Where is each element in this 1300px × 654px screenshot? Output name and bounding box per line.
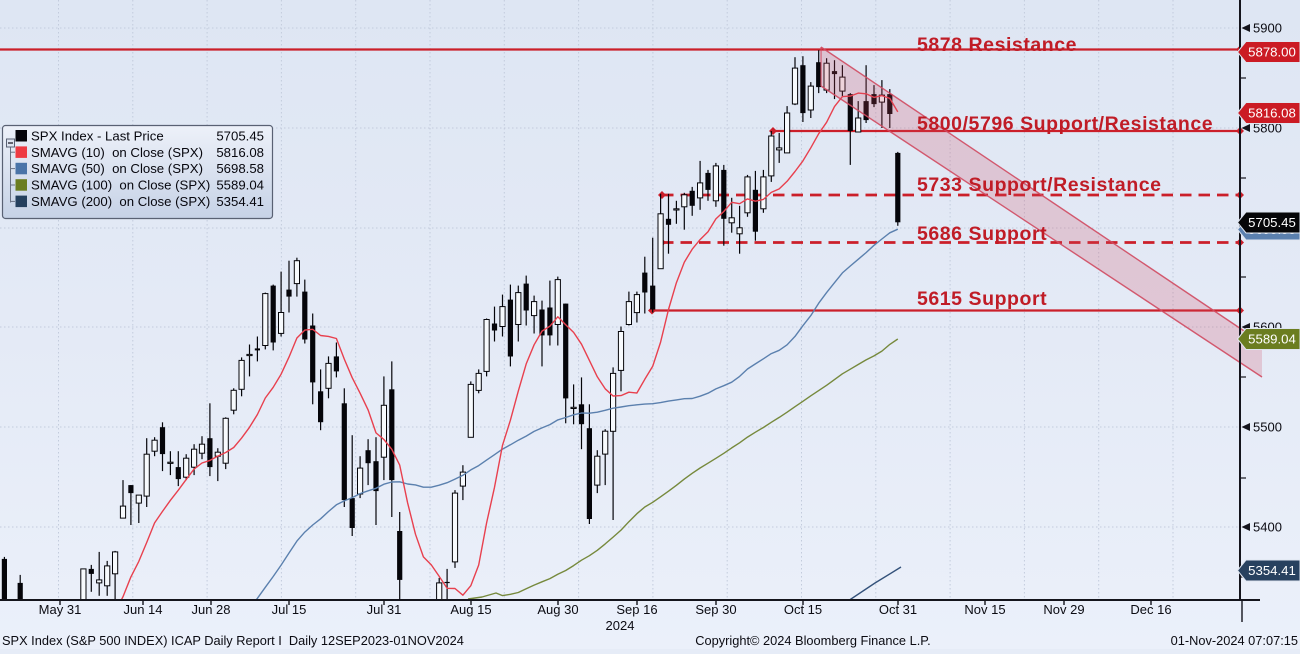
svg-text:SMAVG (50) on Close (SPX): SMAVG (50) on Close (SPX) [31,161,203,176]
svg-text:SMAVG (10) on Close (SPX): SMAVG (10) on Close (SPX) [31,145,203,160]
svg-text:5800/5796 Support/Resistance: 5800/5796 Support/Resistance [917,113,1213,135]
svg-text:5698.58: 5698.58 [216,161,264,176]
svg-text:Oct 31: Oct 31 [879,602,917,617]
svg-text:5705.45: 5705.45 [1248,215,1296,230]
svg-text:5816.08: 5816.08 [216,145,264,160]
svg-text:5615 Support: 5615 Support [917,288,1047,310]
svg-text:5878 Resistance: 5878 Resistance [917,34,1077,56]
svg-text:5733 Support/Resistance: 5733 Support/Resistance [917,174,1162,196]
svg-text:SPX Index - Last Price: SPX Index - Last Price [31,128,164,143]
svg-text:5900: 5900 [1253,21,1282,36]
svg-text:Aug 15: Aug 15 [450,602,491,617]
svg-text:Sep 16: Sep 16 [616,602,657,617]
svg-text:May 31: May 31 [39,602,82,617]
svg-text:Aug 30: Aug 30 [537,602,578,617]
svg-text:Nov 15: Nov 15 [964,602,1005,617]
svg-text:Oct 15: Oct 15 [784,602,822,617]
svg-text:Jun 14: Jun 14 [123,602,162,617]
svg-text:5589.04: 5589.04 [216,178,264,193]
svg-text:5589.04: 5589.04 [1248,332,1296,347]
svg-text:Jun 28: Jun 28 [191,602,230,617]
svg-text:Nov 29: Nov 29 [1043,602,1084,617]
svg-text:Jul 15: Jul 15 [272,602,307,617]
svg-text:5686 Support: 5686 Support [917,223,1047,245]
svg-text:Copyright© 2024 Bloomberg Fina: Copyright© 2024 Bloomberg Finance L.P. [695,633,930,648]
svg-text:SMAVG (100) on Close (SPX): SMAVG (100) on Close (SPX) [31,178,210,193]
svg-text:5816.08: 5816.08 [1248,106,1296,121]
svg-text:5800: 5800 [1253,121,1282,136]
svg-text:SPX Index (S&P 500 INDEX) ICAP: SPX Index (S&P 500 INDEX) ICAP Daily Rep… [2,633,464,648]
svg-text:5400: 5400 [1253,520,1282,535]
svg-text:2024: 2024 [606,618,635,633]
svg-text:5500: 5500 [1253,420,1282,435]
svg-text:Jul 31: Jul 31 [367,602,402,617]
svg-text:5354.41: 5354.41 [1248,563,1296,578]
svg-text:SMAVG (200) on Close (SPX): SMAVG (200) on Close (SPX) [31,194,210,209]
svg-text:Sep 30: Sep 30 [695,602,736,617]
svg-text:5878.00: 5878.00 [1248,45,1296,60]
svg-text:5354.41: 5354.41 [216,194,264,209]
svg-text:5705.45: 5705.45 [216,128,264,143]
svg-text:Dec 16: Dec 16 [1130,602,1171,617]
svg-text:01-Nov-2024 07:07:15: 01-Nov-2024 07:07:15 [1171,633,1298,648]
